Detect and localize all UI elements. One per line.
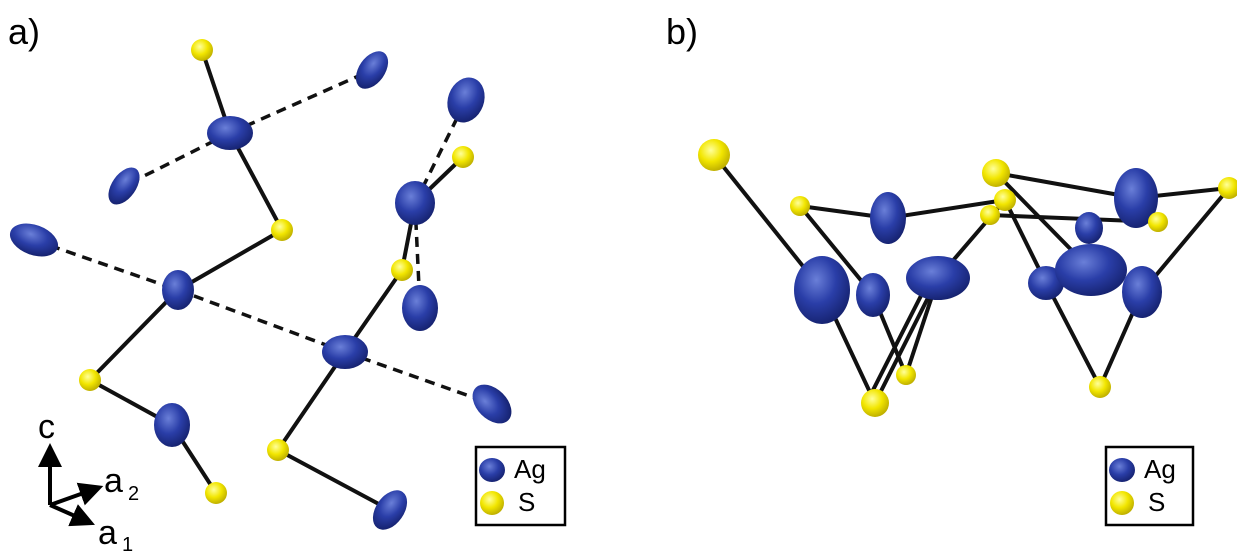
atom (698, 139, 730, 171)
structure-a: c a 2 a 1 Ag S (5, 39, 565, 551)
atom (102, 162, 146, 210)
atom (349, 45, 394, 94)
atom (391, 259, 413, 281)
legend-label: Ag (1144, 454, 1176, 484)
atom (1110, 491, 1134, 515)
atom (1109, 458, 1135, 482)
atom (790, 196, 810, 216)
bond (1046, 283, 1100, 387)
bond (178, 230, 282, 290)
atom (870, 192, 906, 244)
atom (395, 181, 435, 225)
atom (402, 285, 438, 331)
atom (162, 270, 194, 310)
legend-label: S (1148, 487, 1165, 517)
atom (452, 146, 474, 168)
bond (178, 290, 345, 352)
atom (441, 72, 491, 128)
legend: Ag S (1106, 447, 1193, 525)
atom (5, 217, 62, 262)
axis-subscript: 1 (122, 534, 133, 551)
atom (1148, 212, 1168, 232)
atom (906, 256, 970, 300)
panel-label: a) (8, 11, 40, 52)
atom (322, 335, 368, 369)
atom (994, 189, 1016, 211)
atom (982, 159, 1010, 187)
bond (90, 290, 178, 380)
atom (267, 439, 289, 461)
bond (345, 352, 492, 404)
bonds (34, 50, 492, 510)
atom (896, 365, 916, 385)
panel-label: b) (666, 11, 698, 52)
s-atoms (79, 39, 474, 504)
atom (861, 389, 889, 417)
legend: Ag S (476, 447, 565, 525)
atom (480, 491, 504, 515)
atom (479, 458, 505, 482)
axis-subscript: 2 (128, 483, 139, 505)
figure: a) b) (0, 0, 1237, 551)
atom (794, 256, 850, 324)
atom (154, 403, 190, 447)
atom (79, 369, 101, 391)
atom (207, 116, 253, 150)
atom (465, 377, 519, 431)
legend-label: S (518, 487, 535, 517)
atom (191, 39, 213, 61)
atom (271, 219, 293, 241)
bond (230, 70, 372, 133)
atom (1089, 376, 1111, 398)
bond (50, 490, 92, 505)
page: a) b) (0, 0, 1237, 551)
bond (278, 450, 390, 510)
axis-label: c (38, 408, 55, 446)
legend-label: Ag (514, 454, 546, 484)
axes-indicator: c a 2 a 1 (38, 408, 139, 551)
axis-label: a (98, 514, 117, 551)
atom (205, 482, 227, 504)
atom (980, 205, 1000, 225)
structure-b: Ag S (698, 139, 1237, 525)
atom (856, 273, 890, 317)
atom (1075, 212, 1103, 244)
atom (1055, 244, 1127, 296)
bond (50, 505, 84, 520)
axis-label: a (104, 462, 123, 500)
atom (366, 484, 414, 536)
atom (1122, 266, 1162, 318)
